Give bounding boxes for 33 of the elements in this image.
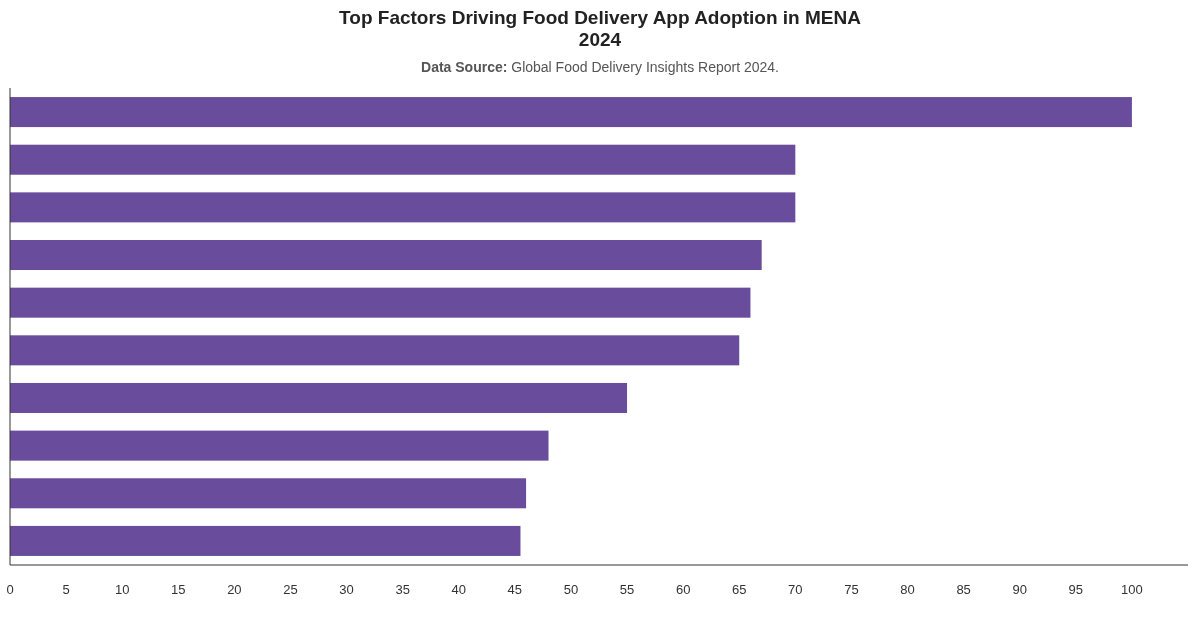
bar <box>10 430 549 461</box>
x-tick-label: 20 <box>227 582 242 597</box>
x-tick-label: 35 <box>395 582 410 597</box>
x-tick-label: 90 <box>1012 582 1027 597</box>
x-tick-label: 30 <box>339 582 354 597</box>
bar <box>10 382 628 413</box>
bar <box>10 240 762 271</box>
x-tick-label: 0 <box>6 582 14 597</box>
x-tick-label: 50 <box>563 582 579 597</box>
x-tick-label: 25 <box>283 582 298 597</box>
x-tick-label: 40 <box>451 582 466 597</box>
bar <box>10 192 796 223</box>
chart-subtitle: Data Source: Global Food Delivery Insights Report 2024. <box>421 59 779 75</box>
bar <box>10 287 751 318</box>
x-tick-label: 60 <box>675 582 691 597</box>
x-tick-label: 5 <box>62 582 70 597</box>
x-tick-label: 45 <box>507 582 523 597</box>
bar <box>10 335 740 366</box>
x-tick-label: 70 <box>788 582 803 597</box>
x-tick-label: 85 <box>956 582 971 597</box>
x-tick-label: 65 <box>732 582 747 597</box>
x-tick-label: 55 <box>619 582 635 597</box>
x-tick-label: 10 <box>114 582 130 597</box>
x-tick-label: 75 <box>844 582 859 597</box>
bar <box>10 525 521 556</box>
x-tick-label: 100 <box>1121 582 1143 597</box>
bar <box>10 144 796 175</box>
bar <box>10 478 527 509</box>
bar <box>10 97 1132 128</box>
x-tick-label: 95 <box>1068 582 1084 597</box>
x-tick-label: 15 <box>171 582 186 597</box>
x-tick-label: 80 <box>900 582 915 597</box>
chart-title: Top Factors Driving Food Delivery App Adoption in MENA 2024 <box>339 7 862 50</box>
